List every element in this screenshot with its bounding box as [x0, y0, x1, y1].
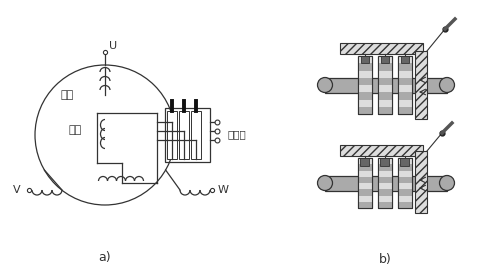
Bar: [358, 63, 372, 70]
Bar: [398, 56, 412, 114]
Circle shape: [317, 78, 332, 93]
Bar: [415, 151, 427, 213]
Bar: [398, 164, 412, 171]
Bar: [378, 92, 392, 99]
Bar: [358, 107, 372, 114]
Bar: [358, 56, 372, 63]
Bar: [401, 56, 409, 63]
Bar: [165, 108, 210, 162]
Bar: [378, 195, 392, 202]
Bar: [167, 111, 177, 159]
Bar: [358, 56, 372, 114]
Bar: [378, 164, 392, 171]
Text: a): a): [99, 251, 111, 264]
Bar: [179, 111, 189, 159]
Bar: [340, 145, 423, 156]
Circle shape: [440, 176, 455, 191]
Bar: [358, 78, 372, 85]
Bar: [398, 158, 412, 164]
Bar: [358, 202, 372, 208]
Bar: [358, 171, 372, 177]
Bar: [358, 195, 372, 202]
Bar: [378, 99, 392, 107]
Bar: [325, 78, 447, 93]
Bar: [191, 111, 201, 159]
Bar: [398, 158, 412, 208]
Bar: [398, 202, 412, 208]
Bar: [358, 85, 372, 92]
Bar: [398, 195, 412, 202]
Bar: [361, 56, 369, 63]
Text: 定子: 定子: [60, 90, 74, 100]
Bar: [398, 78, 412, 85]
Bar: [358, 164, 372, 171]
Circle shape: [440, 78, 455, 93]
Bar: [398, 63, 412, 70]
Bar: [358, 189, 372, 195]
Bar: [358, 183, 372, 189]
Bar: [378, 202, 392, 208]
Bar: [398, 171, 412, 177]
Text: W: W: [218, 185, 229, 195]
Bar: [398, 85, 412, 92]
Bar: [398, 183, 412, 189]
Circle shape: [317, 176, 332, 191]
Bar: [398, 56, 412, 114]
Bar: [358, 177, 372, 183]
Bar: [378, 171, 392, 177]
Bar: [378, 70, 392, 78]
Bar: [381, 158, 390, 166]
Bar: [378, 56, 392, 63]
Bar: [378, 177, 392, 183]
Bar: [358, 158, 372, 208]
Bar: [358, 99, 372, 107]
Bar: [325, 176, 447, 191]
Text: 转子: 转子: [68, 125, 82, 135]
Bar: [398, 99, 412, 107]
Bar: [398, 189, 412, 195]
Bar: [378, 85, 392, 92]
Bar: [378, 183, 392, 189]
Bar: [358, 158, 372, 208]
Bar: [378, 63, 392, 70]
Text: V: V: [13, 185, 21, 195]
Bar: [378, 189, 392, 195]
Bar: [398, 92, 412, 99]
Bar: [378, 56, 392, 114]
Bar: [415, 51, 427, 119]
Bar: [358, 92, 372, 99]
Bar: [378, 158, 392, 164]
Text: U: U: [109, 41, 117, 51]
Bar: [398, 70, 412, 78]
Bar: [401, 158, 410, 166]
Bar: [378, 107, 392, 114]
Bar: [358, 56, 372, 114]
Bar: [378, 158, 392, 208]
Bar: [398, 177, 412, 183]
Bar: [378, 78, 392, 85]
Bar: [358, 158, 372, 164]
Bar: [340, 43, 423, 54]
Text: 集电环: 集电环: [228, 129, 247, 139]
Text: b): b): [379, 253, 391, 266]
Bar: [381, 56, 389, 63]
Bar: [360, 158, 369, 166]
Bar: [398, 56, 412, 63]
Bar: [398, 107, 412, 114]
Bar: [378, 56, 392, 114]
Bar: [358, 70, 372, 78]
Bar: [398, 158, 412, 208]
Bar: [378, 158, 392, 208]
